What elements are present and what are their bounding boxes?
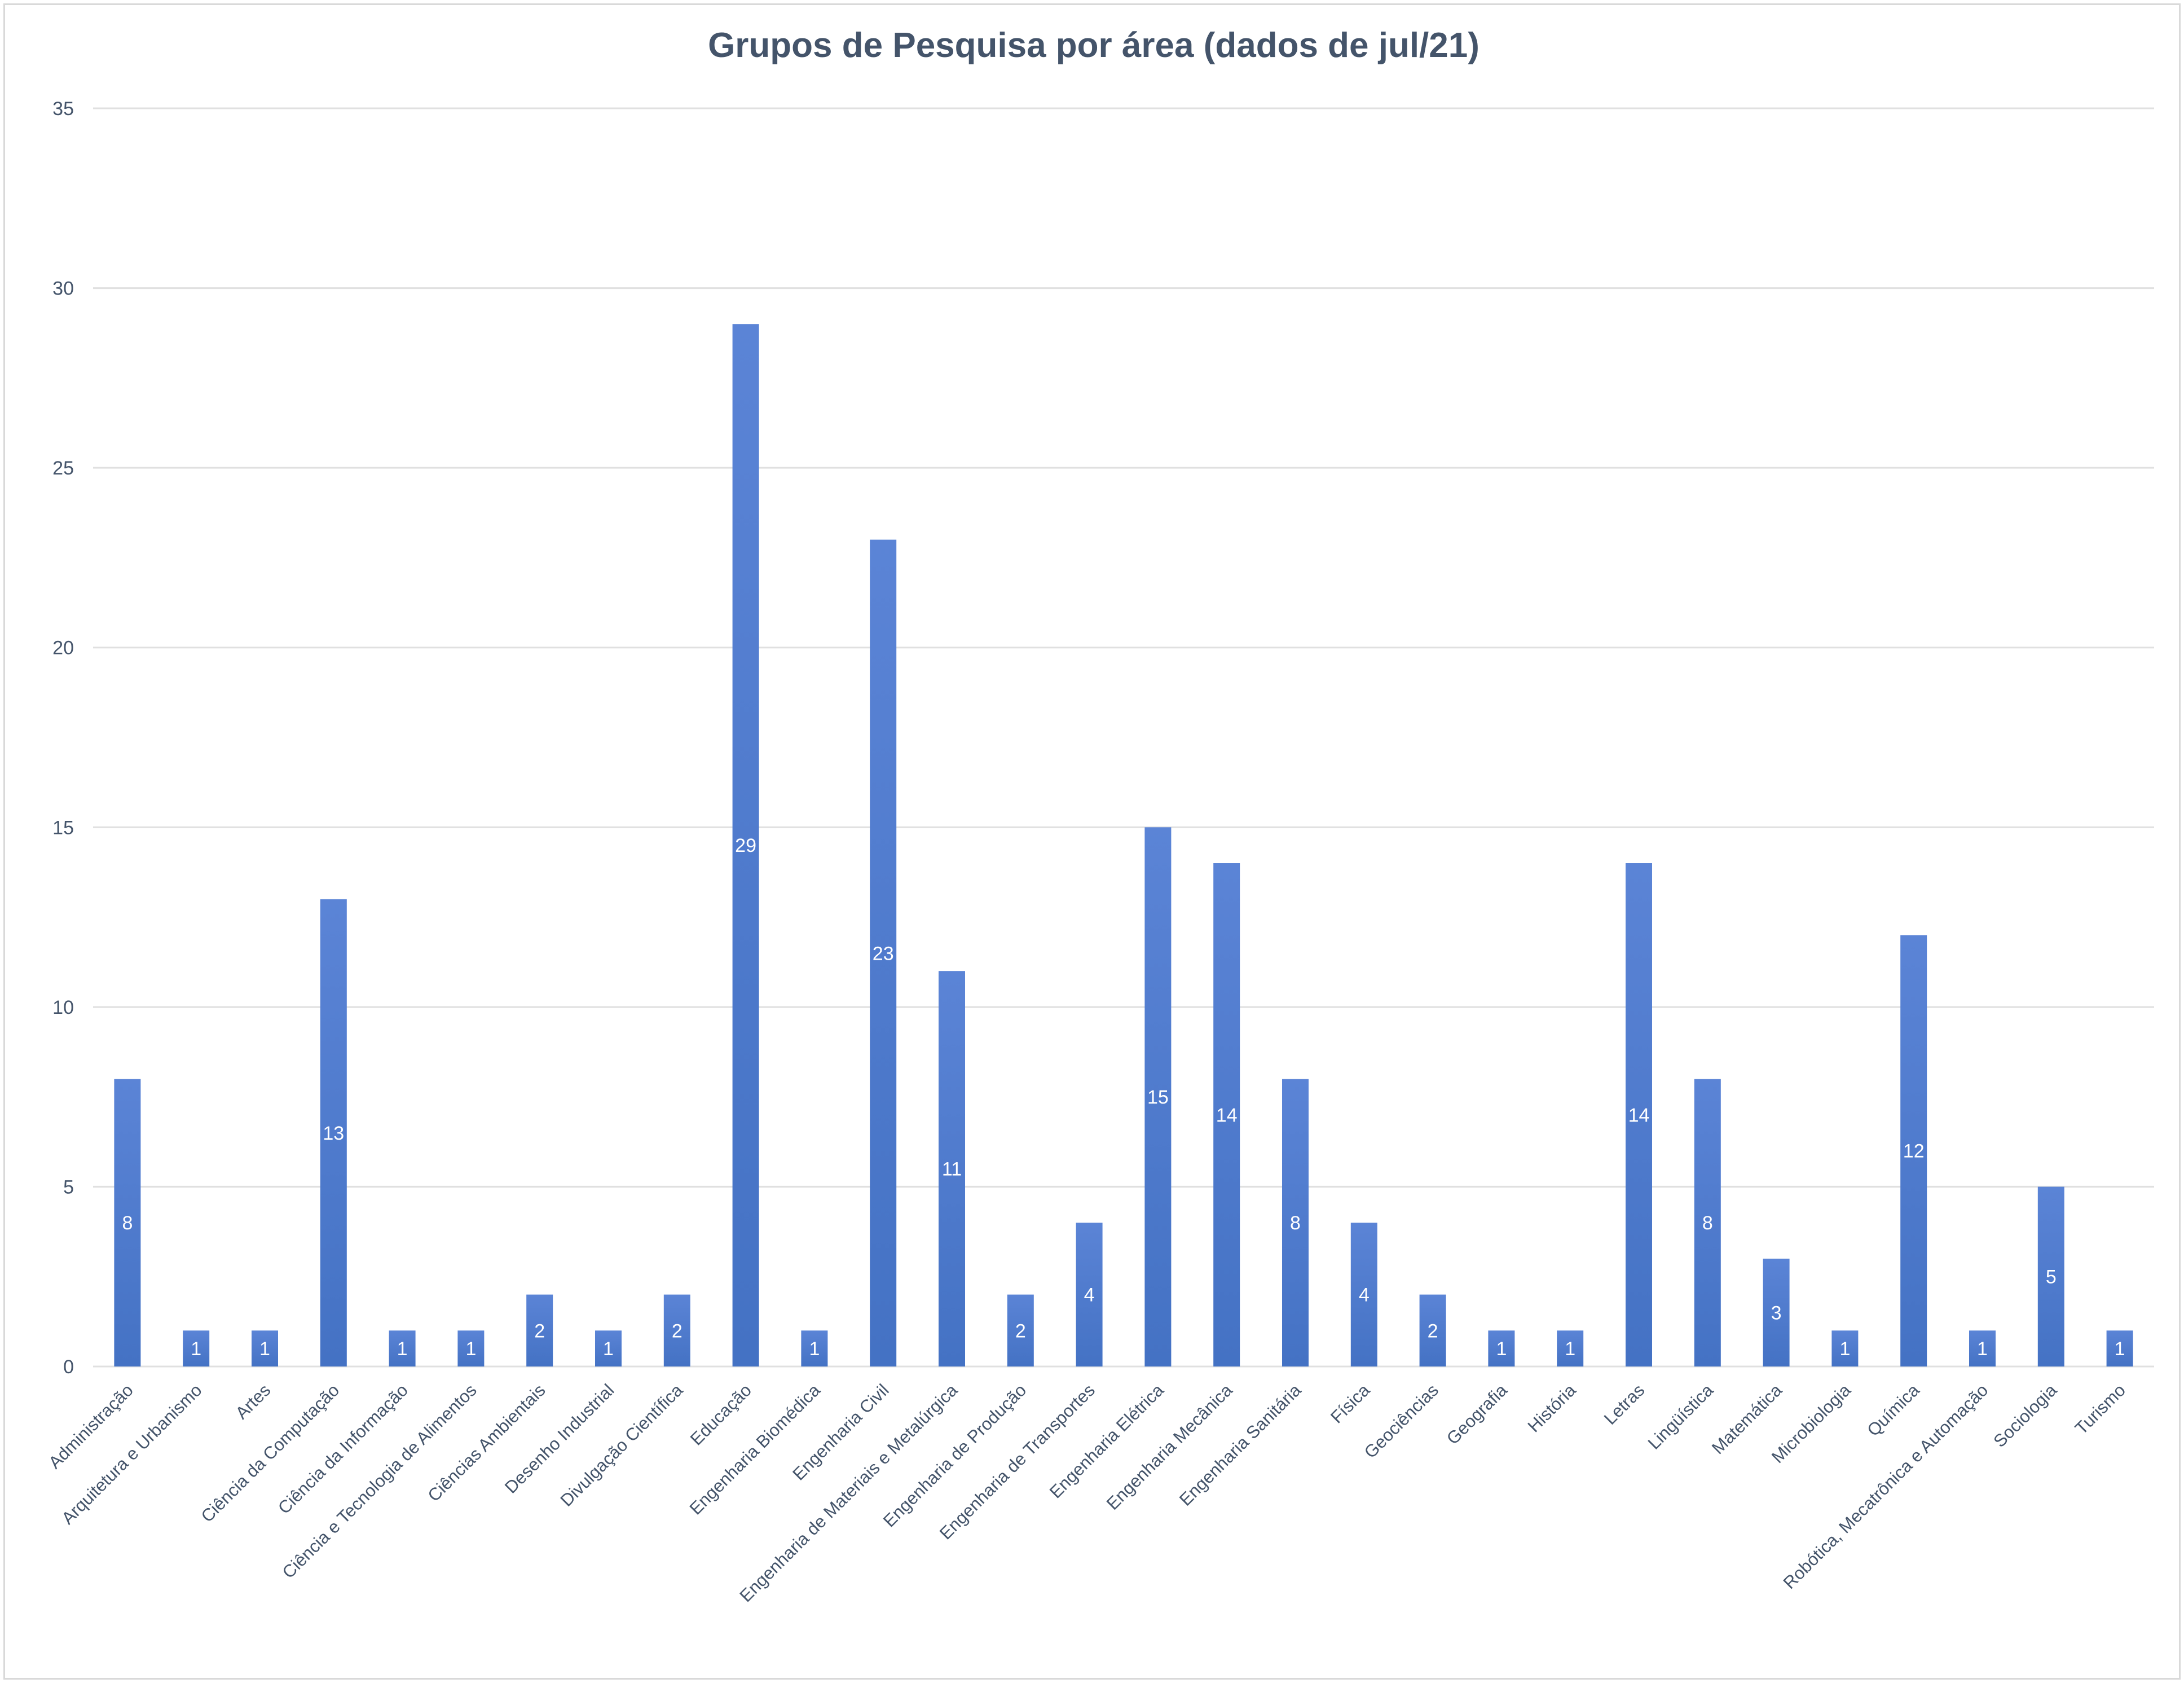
data-label: 1 bbox=[1839, 1338, 1850, 1360]
data-label: 2 bbox=[1015, 1320, 1026, 1342]
data-label: 1 bbox=[397, 1338, 408, 1360]
x-tick-label: Engenharia Sanitária bbox=[1175, 1380, 1305, 1510]
x-tick-label: Física bbox=[1327, 1380, 1374, 1427]
x-tick-label: Engenharia Biomédica bbox=[686, 1380, 825, 1519]
bar bbox=[183, 1330, 210, 1366]
bar bbox=[114, 1079, 141, 1366]
x-tick-label: Geociências bbox=[1360, 1380, 1442, 1462]
gridlines bbox=[93, 107, 2154, 1368]
bar bbox=[1007, 1294, 1034, 1366]
y-tick-label: 5 bbox=[63, 1176, 74, 1198]
chart-title: Grupos de Pesquisa por área (dados de ju… bbox=[708, 26, 1480, 65]
bar bbox=[2037, 1187, 2064, 1366]
data-label: 1 bbox=[465, 1338, 476, 1360]
data-label: 2 bbox=[1428, 1320, 1438, 1342]
bar bbox=[457, 1330, 485, 1366]
x-tick-label: Ciências Ambientais bbox=[424, 1380, 549, 1505]
y-tick-label: 10 bbox=[52, 997, 74, 1018]
bar bbox=[1419, 1294, 1446, 1366]
chart-area: Grupos de Pesquisa por área (dados de ju… bbox=[3, 3, 2181, 1680]
bar bbox=[2106, 1330, 2133, 1366]
x-tick-label: Turismo bbox=[2071, 1380, 2129, 1438]
bar bbox=[939, 971, 965, 1366]
data-label: 14 bbox=[1628, 1105, 1650, 1126]
bar bbox=[1831, 1330, 1859, 1366]
y-tick-label: 35 bbox=[52, 98, 74, 120]
x-tick-label: Lingüística bbox=[1644, 1380, 1718, 1453]
x-tick-label: Ciência da Informação bbox=[274, 1380, 412, 1518]
data-label: 14 bbox=[1216, 1105, 1238, 1126]
data-label: 23 bbox=[873, 943, 894, 964]
data-label: 1 bbox=[809, 1338, 820, 1360]
bar bbox=[320, 899, 347, 1366]
bar bbox=[1144, 827, 1172, 1366]
y-tick-label: 25 bbox=[52, 458, 74, 479]
bar bbox=[1763, 1258, 1790, 1366]
bar bbox=[870, 539, 897, 1366]
x-tick-label: Educação bbox=[686, 1380, 755, 1449]
bar bbox=[1969, 1330, 1996, 1366]
bar bbox=[1350, 1223, 1377, 1366]
bar bbox=[252, 1330, 278, 1366]
bar bbox=[1282, 1079, 1309, 1366]
y-tick-label: 15 bbox=[52, 817, 74, 838]
data-label: 8 bbox=[122, 1212, 133, 1234]
x-tick-label: História bbox=[1524, 1380, 1580, 1436]
x-tick-label: Arquitetura e Urbanismo bbox=[58, 1380, 205, 1528]
bar bbox=[1557, 1330, 1584, 1366]
bar bbox=[732, 324, 759, 1367]
data-label: 1 bbox=[1496, 1338, 1507, 1360]
data-label: 1 bbox=[191, 1338, 201, 1360]
data-label: 15 bbox=[1147, 1087, 1169, 1108]
data-label: 3 bbox=[1771, 1302, 1782, 1324]
bar bbox=[1626, 863, 1652, 1366]
x-tick-label: Geografia bbox=[1443, 1380, 1512, 1449]
data-label: 2 bbox=[672, 1320, 682, 1342]
data-label: 1 bbox=[1565, 1338, 1575, 1360]
bar bbox=[663, 1294, 690, 1366]
data-label: 13 bbox=[323, 1123, 344, 1144]
data-label: 11 bbox=[942, 1159, 962, 1180]
bar-chart: Grupos de Pesquisa por área (dados de ju… bbox=[45, 26, 2154, 1606]
x-tick-label: Letras bbox=[1600, 1380, 1649, 1429]
data-label: 4 bbox=[1359, 1285, 1370, 1306]
bar bbox=[389, 1330, 416, 1366]
bar bbox=[1488, 1330, 1515, 1366]
y-tick-label: 0 bbox=[63, 1356, 74, 1378]
data-label: 8 bbox=[1290, 1212, 1301, 1234]
x-tick-label: Artes bbox=[232, 1380, 275, 1423]
x-tick-label: Química bbox=[1863, 1380, 1923, 1440]
bar bbox=[526, 1294, 553, 1366]
bar bbox=[1213, 863, 1240, 1366]
data-label: 4 bbox=[1084, 1285, 1095, 1306]
bar bbox=[801, 1330, 828, 1366]
bar bbox=[1900, 935, 1927, 1366]
bar bbox=[1694, 1079, 1721, 1366]
data-label: 8 bbox=[1702, 1212, 1713, 1234]
y-tick-label: 20 bbox=[52, 638, 74, 659]
y-axis: 0 5 10 15 20 25 30 35 bbox=[52, 98, 74, 1378]
x-tick-label: Ciência da Computação bbox=[197, 1380, 344, 1526]
data-label: 29 bbox=[735, 835, 756, 856]
data-label: 1 bbox=[1977, 1338, 1988, 1360]
data-label: 2 bbox=[534, 1320, 545, 1342]
x-tick-label: Sociologia bbox=[1989, 1380, 2060, 1451]
bars bbox=[114, 324, 2133, 1367]
data-label: 5 bbox=[2046, 1267, 2057, 1288]
x-tick-label: Engenharia de Produção bbox=[879, 1380, 1030, 1531]
data-label: 1 bbox=[2115, 1338, 2125, 1360]
data-label: 1 bbox=[259, 1338, 270, 1360]
bar bbox=[1076, 1223, 1103, 1366]
y-tick-label: 30 bbox=[52, 278, 74, 300]
bar bbox=[595, 1330, 622, 1366]
x-tick-label: Engenharia Mecânica bbox=[1103, 1380, 1236, 1514]
data-label: 12 bbox=[1903, 1141, 1925, 1162]
data-label: 1 bbox=[603, 1338, 614, 1360]
x-tick-label: Divulgação Científica bbox=[557, 1380, 687, 1510]
x-tick-label: Engenharia Elétrica bbox=[1046, 1380, 1168, 1502]
